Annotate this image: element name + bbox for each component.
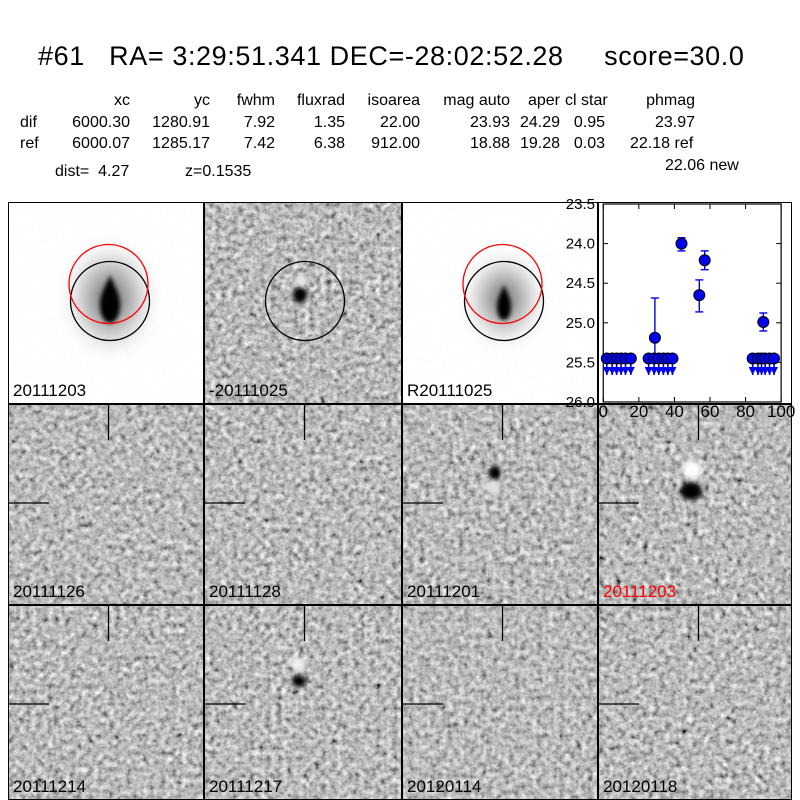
svg-text:100: 100 xyxy=(767,402,795,421)
svg-text:24.5: 24.5 xyxy=(566,275,595,292)
svg-text:26.0: 26.0 xyxy=(566,394,595,411)
svg-text:25.0: 25.0 xyxy=(566,315,595,332)
svg-text:0: 0 xyxy=(599,402,608,421)
svg-text:80: 80 xyxy=(736,402,755,421)
svg-text:23.5: 23.5 xyxy=(566,196,595,213)
svg-text:24.0: 24.0 xyxy=(566,236,595,253)
svg-text:20: 20 xyxy=(629,402,648,421)
svg-text:40: 40 xyxy=(665,402,684,421)
svg-text:25.5: 25.5 xyxy=(566,354,595,371)
svg-text:60: 60 xyxy=(701,402,720,421)
